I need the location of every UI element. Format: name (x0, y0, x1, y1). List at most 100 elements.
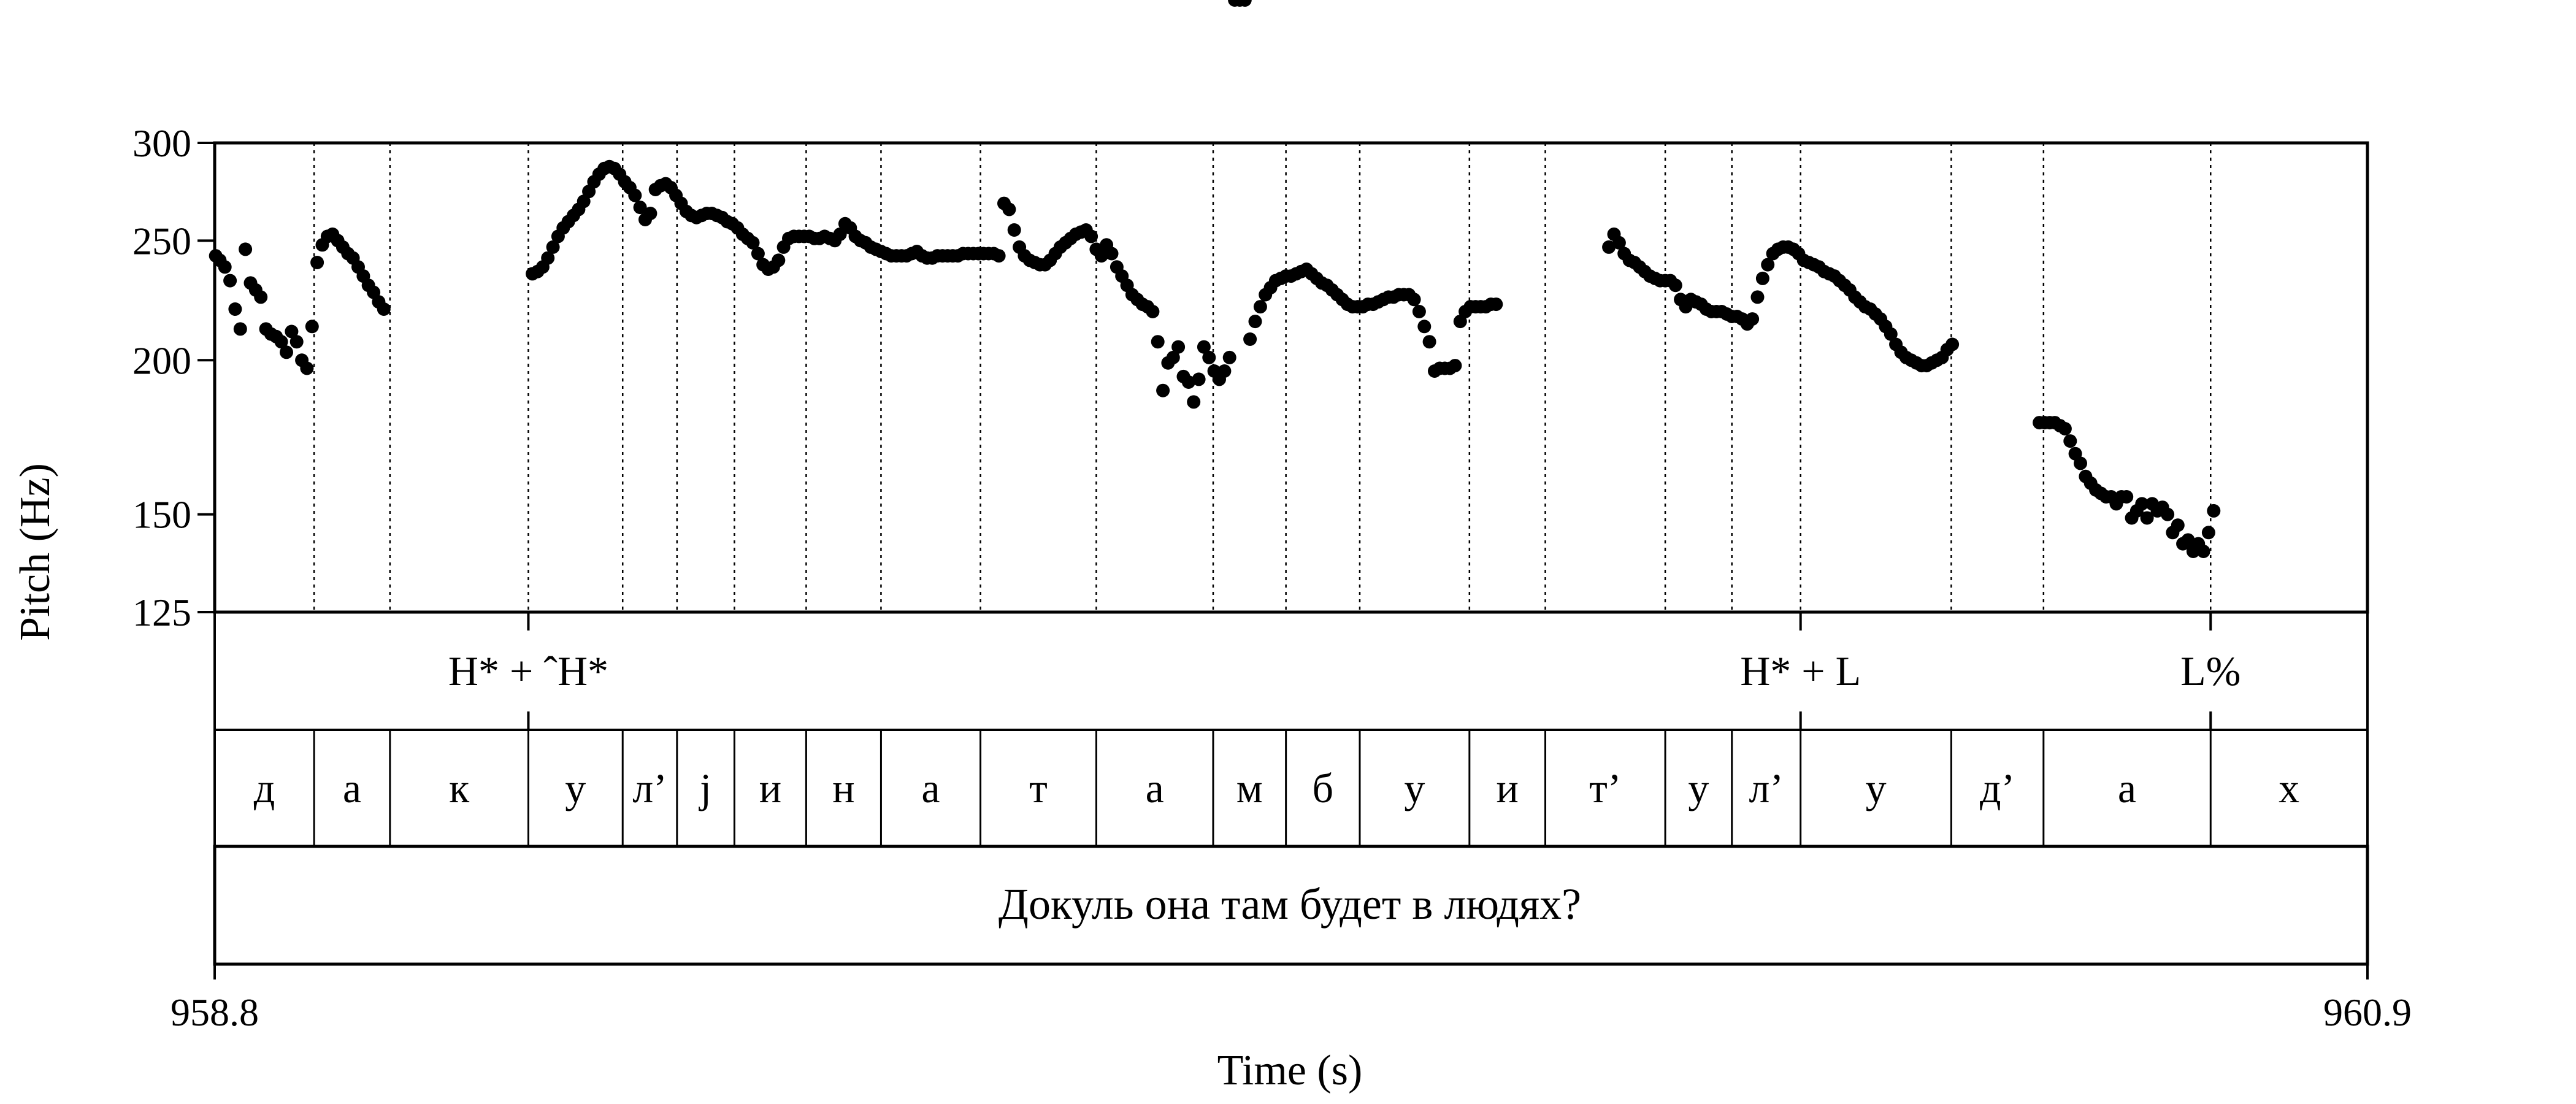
segment-label: м (1236, 765, 1263, 811)
pitch-point (2058, 422, 2072, 435)
segment-label: т’ (1589, 765, 1621, 811)
pitch-point (546, 240, 560, 254)
pitch-point (2161, 507, 2175, 521)
y-tick-label: 150 (132, 493, 191, 537)
segment-label: а (1146, 765, 1164, 811)
pitch-point (992, 249, 1006, 263)
pitch-point (1755, 271, 1769, 285)
sentence-text: Докуль она там будет в людях? (999, 880, 1581, 929)
pitch-point (1192, 372, 1206, 386)
pitch-point (833, 227, 847, 241)
pitch-point (233, 322, 247, 336)
x-axis: 958.8 960.9 (171, 964, 2412, 1034)
pitch-point (643, 207, 657, 220)
pitch-point (1084, 229, 1098, 243)
pitch-point (1238, 0, 1252, 7)
pitch-point (1612, 236, 1626, 250)
pitch-point (1222, 350, 1236, 364)
pitch-point (2120, 490, 2134, 504)
pitch-point (2196, 545, 2210, 558)
pitch-points (209, 0, 2221, 558)
pitch-point (1171, 340, 1186, 354)
tone-label: H* + ˆH* (448, 648, 608, 694)
pitch-point (2181, 533, 2195, 547)
segment-label: д’ (1980, 765, 2015, 811)
pitch-point (285, 324, 299, 339)
pitch-point (1181, 375, 1195, 389)
pitch-point (1007, 223, 1021, 237)
pitch-point (1746, 312, 1760, 326)
pitch-point (633, 201, 647, 215)
x-tick-label: 958.8 (171, 991, 259, 1034)
pitch-point (254, 290, 268, 304)
pitch-point (1217, 364, 1232, 378)
y-tick-label: 125 (132, 591, 191, 634)
pitch-point (1002, 202, 1016, 217)
y-tick-label: 200 (132, 339, 191, 382)
segment-label: х (2279, 765, 2299, 811)
segment-label: л’ (1749, 765, 1784, 811)
pitch-point (746, 236, 760, 250)
pitch-point (1243, 332, 1257, 346)
pitch-point (1422, 335, 1436, 349)
pitch-point (1146, 305, 1160, 318)
pitch-point (1187, 395, 1201, 409)
pitch-point (239, 242, 253, 256)
pitch-point (300, 361, 314, 375)
pitch-point (1253, 300, 1267, 314)
pitch-point (310, 256, 324, 269)
pitch-point (1750, 290, 1765, 304)
tone-label: H* + L (1740, 648, 1861, 694)
pitch-point (2074, 456, 2087, 470)
x-tick-label: 960.9 (2323, 991, 2412, 1034)
segment-tier-frame (213, 729, 2369, 848)
y-axis: 300 250 200 150 125 (132, 121, 215, 634)
x-axis-title: Time (s) (1217, 1047, 1363, 1094)
pitch-point (1448, 359, 1462, 373)
pitch-point (305, 320, 319, 334)
pitch-point (2201, 526, 2215, 540)
tone-tier: H* + ˆH* H* + L L% (448, 612, 2241, 730)
pitch-point (1761, 258, 1775, 272)
pitch-point (2171, 518, 2185, 532)
pitch-point (1407, 293, 1421, 307)
segment-label: j (699, 765, 711, 811)
pitch-panel-frame (213, 141, 2369, 614)
pitch-point (1156, 383, 1170, 397)
pitch-point (1094, 249, 1108, 263)
segment-tier: д а к у л’ j и н а т а м б у и т’ у л’ у д’ а х (254, 765, 2299, 811)
pitch-point (1417, 320, 1432, 334)
pitch-point (1197, 340, 1211, 354)
pitch-point (772, 253, 786, 267)
pitch-point (1166, 350, 1180, 364)
segment-label: у (1404, 765, 1425, 811)
pitch-point (218, 260, 232, 274)
segment-label: и (1497, 765, 1519, 811)
segment-label: л’ (632, 765, 667, 811)
pitch-point (289, 335, 304, 349)
pitch-point (1151, 335, 1165, 349)
pitch-point (280, 345, 293, 359)
pitch-point (2135, 497, 2149, 511)
segment-label: и (759, 765, 781, 811)
pitch-point (228, 302, 242, 316)
pitch-point (223, 274, 237, 288)
segment-label: у (565, 765, 586, 811)
y-axis-title: Pitch (Hz) (12, 463, 59, 641)
pitch-point (751, 247, 765, 261)
sentence-tier-frame (213, 845, 2369, 966)
segment-label: т (1029, 765, 1048, 811)
pitch-point (1884, 327, 1898, 341)
segment-label: д (254, 765, 275, 811)
pitch-point (628, 188, 642, 202)
pitch-point (1202, 350, 1216, 364)
segment-label: а (921, 765, 940, 811)
segment-label: б (1312, 765, 1333, 811)
segment-label: а (2118, 765, 2136, 811)
segment-label: к (449, 765, 470, 811)
pitch-point (2207, 504, 2221, 518)
pitch-point (541, 251, 555, 265)
pitch-point (377, 302, 391, 316)
pitch-point (1248, 315, 1262, 329)
